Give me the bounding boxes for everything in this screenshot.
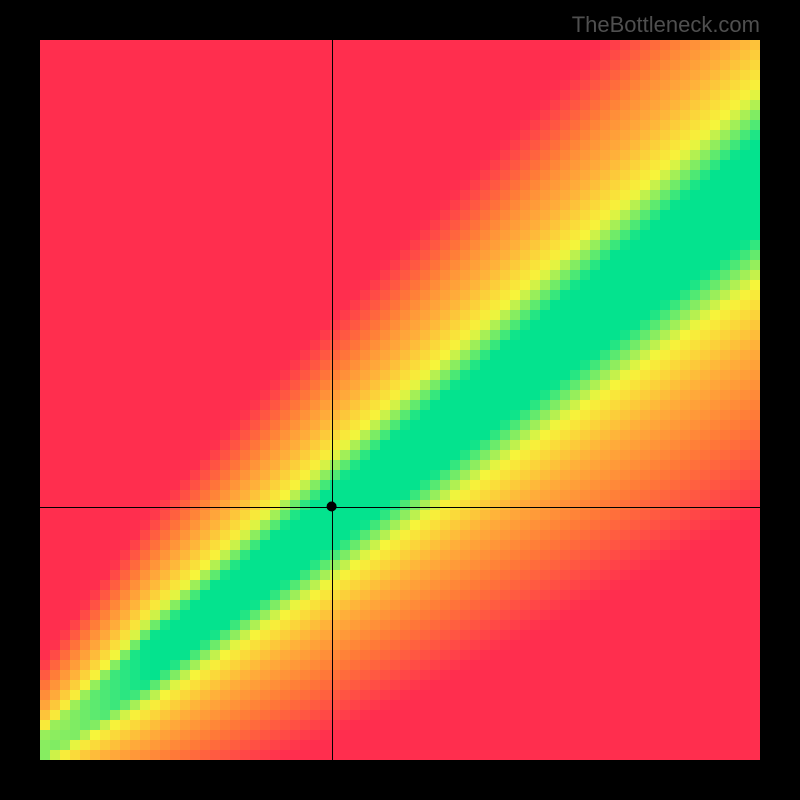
watermark-text: TheBottleneck.com (572, 12, 760, 38)
chart-frame: TheBottleneck.com (0, 0, 800, 800)
bottleneck-heatmap (40, 40, 760, 760)
